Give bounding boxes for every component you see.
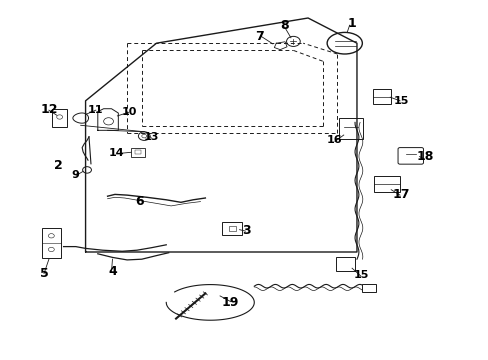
Text: 1: 1 bbox=[347, 17, 356, 30]
Bar bbox=[372, 89, 390, 104]
FancyBboxPatch shape bbox=[222, 222, 242, 235]
Text: 5: 5 bbox=[40, 267, 48, 280]
Text: 15: 15 bbox=[392, 96, 408, 106]
Text: 2: 2 bbox=[54, 159, 63, 172]
Bar bbox=[361, 284, 375, 292]
Text: 6: 6 bbox=[135, 195, 143, 208]
Text: 15: 15 bbox=[353, 270, 369, 280]
Bar bbox=[41, 228, 61, 258]
Circle shape bbox=[138, 132, 150, 140]
Text: 13: 13 bbox=[143, 132, 159, 142]
Text: 3: 3 bbox=[242, 224, 251, 237]
Bar bbox=[135, 150, 141, 154]
Text: 4: 4 bbox=[108, 265, 117, 278]
Bar bbox=[373, 176, 399, 192]
Bar bbox=[131, 148, 144, 157]
Text: 14: 14 bbox=[108, 148, 124, 158]
Text: 7: 7 bbox=[254, 30, 263, 42]
Circle shape bbox=[48, 247, 54, 252]
Text: 16: 16 bbox=[326, 135, 342, 145]
Bar bbox=[52, 109, 67, 127]
Circle shape bbox=[103, 118, 113, 125]
Text: 17: 17 bbox=[391, 188, 409, 201]
Text: 10: 10 bbox=[122, 107, 137, 117]
Text: 11: 11 bbox=[87, 105, 103, 115]
Text: 18: 18 bbox=[416, 150, 433, 163]
Circle shape bbox=[286, 36, 300, 46]
Circle shape bbox=[82, 167, 91, 173]
Text: 8: 8 bbox=[280, 19, 288, 32]
Bar bbox=[228, 226, 235, 231]
Text: 12: 12 bbox=[40, 103, 58, 116]
Ellipse shape bbox=[326, 32, 362, 54]
Circle shape bbox=[57, 115, 62, 119]
FancyBboxPatch shape bbox=[397, 148, 423, 164]
FancyBboxPatch shape bbox=[338, 118, 363, 139]
Circle shape bbox=[142, 134, 146, 138]
Bar bbox=[335, 257, 354, 271]
Text: 9: 9 bbox=[72, 170, 80, 180]
Circle shape bbox=[48, 234, 54, 238]
Text: 19: 19 bbox=[221, 296, 238, 309]
